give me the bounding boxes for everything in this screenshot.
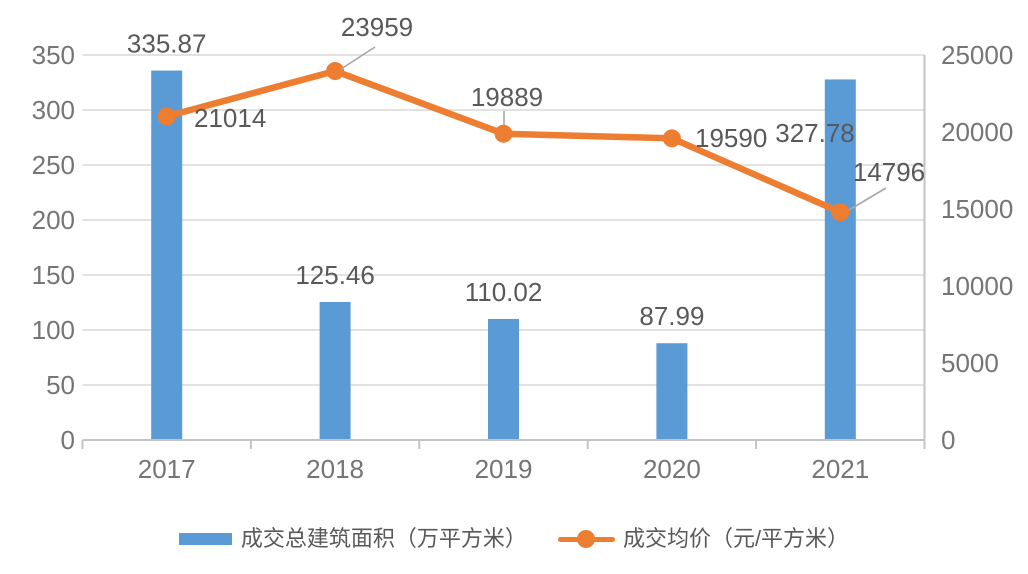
x-axis-category-label: 2019 — [475, 454, 533, 484]
line-point-2020 — [662, 129, 681, 148]
bar-2017 — [151, 70, 183, 440]
right-axis-tick-label: 25000 — [941, 40, 1013, 70]
legend-item-floor-area: 成交总建筑面积（万平方米） — [178, 524, 527, 554]
line-data-label: 14796 — [853, 157, 925, 187]
line-data-label: 19889 — [471, 82, 543, 112]
line-data-label: 21014 — [194, 103, 266, 133]
right-axis-tick-label: 0 — [941, 425, 955, 455]
line-point-2021 — [831, 203, 850, 222]
right-axis-tick-label: 10000 — [941, 271, 1013, 301]
right-axis-tick-label: 15000 — [941, 194, 1013, 224]
right-axis-tick-label: 5000 — [941, 348, 999, 378]
line-data-label: 19590 — [695, 123, 767, 153]
left-axis-tick-label: 100 — [32, 315, 75, 345]
line-point-2018 — [326, 62, 345, 81]
left-axis-tick-label: 200 — [32, 205, 75, 235]
x-axis-category-label: 2021 — [811, 454, 869, 484]
legend-label-avg-price: 成交均价（元/平方米） — [622, 526, 850, 551]
left-axis-tick-label: 300 — [32, 95, 75, 125]
bar-data-label: 125.46 — [295, 260, 375, 290]
bar-data-label: 327.78 — [775, 118, 855, 148]
left-axis-tick-label: 350 — [32, 40, 75, 70]
x-axis-category-label: 2017 — [138, 454, 196, 484]
bar-2020 — [656, 343, 688, 440]
line-series-dot — [577, 530, 596, 548]
bar-data-label: 87.99 — [639, 301, 704, 331]
label-leader-line — [340, 46, 376, 70]
line-point-2017 — [157, 107, 176, 126]
right-axis-tick-label: 20000 — [941, 117, 1013, 147]
left-axis-tick-label: 150 — [32, 260, 75, 290]
legend-item-avg-price: 成交均价（元/平方米） — [557, 524, 850, 554]
bar-data-label: 335.87 — [127, 29, 207, 59]
bar-data-label: 110.02 — [465, 277, 543, 307]
x-axis-category-label: 2020 — [643, 454, 701, 484]
chart-legend: 成交总建筑面积（万平方米） 成交均价（元/平方米） — [0, 524, 1028, 554]
legend-label-floor-area: 成交总建筑面积（万平方米） — [240, 526, 527, 551]
x-axis-category-label: 2018 — [306, 454, 364, 484]
bar-series-swatch — [178, 533, 232, 545]
label-leader-line — [848, 187, 887, 211]
left-axis-tick-label: 50 — [46, 370, 75, 400]
line-series-marker — [557, 530, 615, 548]
chart-plot-area: 0 50 100 150 200 250 300 350 0 5000 10000 15000 2000… — [32, 12, 1014, 484]
bar-2021 — [824, 79, 856, 440]
line-point-2019 — [494, 124, 513, 143]
left-axis-tick-label: 0 — [61, 425, 75, 455]
line-data-label: 23959 — [341, 12, 413, 42]
bar-2019 — [488, 318, 519, 440]
bar-2018 — [319, 301, 351, 440]
left-axis-tick-label: 250 — [32, 150, 75, 180]
